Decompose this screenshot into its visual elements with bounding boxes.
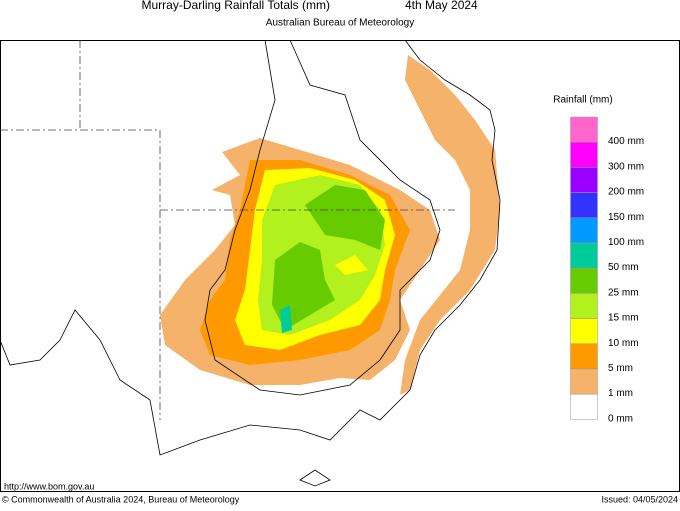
legend-label: 15 mm [608, 313, 639, 324]
subtitle: Australian Bureau of Meteorology [266, 18, 414, 29]
title: Murray-Darling Rainfall Totals (mm) [142, 0, 330, 12]
legend-swatch [570, 318, 598, 345]
state-borders [0, 40, 455, 420]
legend-swatch [570, 393, 598, 420]
legend: 400 mm 300 mm 200 mm 150 mm 100 mm 50 mm 25 mm… [570, 116, 644, 424]
legend-swatch [570, 217, 598, 244]
legend-label: 400 mm [608, 136, 644, 147]
legend-title: Rainfall (mm) [553, 95, 612, 106]
legend-swatch [570, 167, 598, 193]
coastline [0, 39, 501, 456]
rain-50mm [280, 305, 292, 333]
legend-swatch [570, 242, 598, 269]
legend-label: 50 mm [608, 262, 639, 273]
date: 4th May 2024 [405, 0, 478, 12]
legend-label: 0 mm [608, 413, 633, 424]
legend-swatch [570, 267, 598, 294]
legend-label: 1 mm [608, 388, 633, 399]
copyright: © Commonwealth of Australia 2024, Bureau… [2, 494, 240, 504]
legend-label: 100 mm [608, 237, 644, 248]
rain-1mm-coast [400, 55, 500, 395]
legend-swatch [570, 141, 598, 168]
rainfall-map [0, 39, 501, 487]
legend-swatch [570, 192, 598, 219]
basin-boundary [204, 39, 441, 396]
issued: Issued: 04/05/2024 [601, 494, 678, 504]
legend-swatch [570, 343, 598, 370]
legend-label: 150 mm [608, 212, 644, 223]
legend-label: 10 mm [608, 338, 639, 349]
legend-label: 200 mm [608, 187, 644, 198]
legend-label: 25 mm [608, 287, 639, 298]
url: http://www.bom.gov.au [4, 481, 94, 491]
rain-25mm [272, 185, 385, 330]
legend-swatch [570, 293, 598, 319]
legend-label: 5 mm [608, 363, 633, 374]
legend-swatch [570, 368, 598, 395]
tasmania-tip [299, 469, 331, 487]
rain-10mm-patch [335, 255, 368, 275]
legend-label: 300 mm [608, 161, 644, 172]
legend-swatch [570, 116, 598, 143]
